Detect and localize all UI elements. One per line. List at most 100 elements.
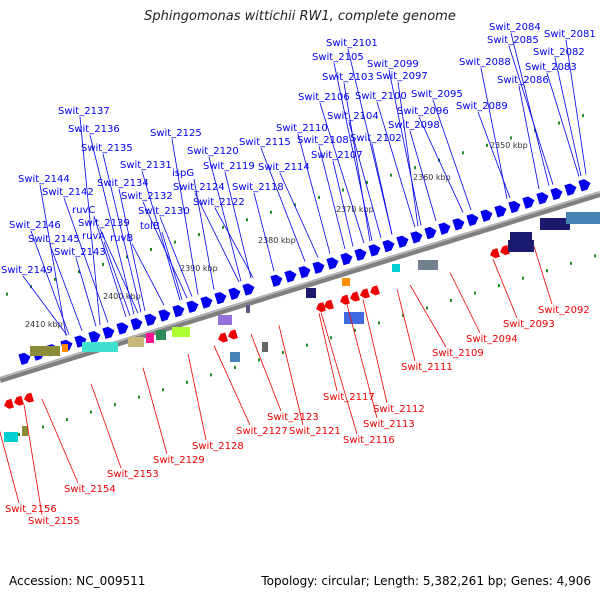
forward-gene-arrow-shape — [508, 200, 521, 214]
forward-gene-label: ruvA — [82, 231, 105, 242]
kbp-tick-upper — [342, 188, 344, 192]
reverse-gene-label: Swit_2123 — [267, 412, 319, 423]
gene-feature-box — [172, 327, 190, 337]
forward-leader-line — [418, 116, 464, 213]
forward-gene-arrow — [172, 305, 185, 318]
forward-gene-arrow — [550, 187, 563, 201]
forward-leader-line — [554, 57, 582, 176]
forward-gene-arrow-shape — [312, 261, 325, 274]
forward-leader-line — [508, 45, 554, 185]
forward-gene-arrow-shape — [438, 222, 451, 235]
forward-gene-label: Swit_2086 — [497, 75, 549, 86]
forward-leader-line — [546, 72, 580, 177]
reverse-leader-line — [41, 398, 79, 484]
reverse-leader-line — [320, 312, 358, 435]
forward-gene-arrow — [312, 261, 325, 274]
kbp-tick-lower — [474, 291, 476, 295]
forward-gene-arrow-shape — [424, 226, 437, 240]
forward-gene-arrow — [340, 252, 353, 266]
forward-leader-line — [30, 230, 70, 335]
gene-feature-box — [246, 305, 250, 313]
forward-gene-arrow — [494, 205, 507, 218]
forward-leader-line — [131, 243, 165, 306]
forward-gene-label: Swit_2119 — [203, 161, 255, 172]
forward-gene-arrow — [382, 239, 395, 253]
reverse-leader-line — [278, 325, 304, 426]
forward-gene-label: Swit_2139 — [78, 218, 130, 229]
gene-feature-box — [306, 288, 316, 298]
kbp-tick-lower — [162, 388, 164, 392]
forward-gene-arrow-shape — [480, 209, 493, 222]
forward-leader-line — [518, 85, 540, 189]
forward-gene-arrow-shape — [396, 235, 409, 248]
forward-leader-line — [141, 170, 181, 301]
kbp-tick-lower — [258, 358, 260, 362]
reverse-gene-arrow — [370, 285, 380, 296]
reverse-gene-arrow-shape — [24, 392, 34, 403]
forward-gene-arrow-shape — [158, 309, 171, 322]
forward-gene-arrow-shape — [130, 318, 143, 331]
kbp-tick-lower — [354, 328, 356, 332]
reverse-leader-line — [346, 304, 378, 419]
reverse-gene-label: Swit_2155 — [28, 516, 80, 527]
forward-gene-arrow — [242, 283, 255, 296]
forward-gene-arrow-shape — [368, 244, 381, 257]
topology-summary: Topology: circular; Length: 5,382,261 bp… — [261, 574, 591, 588]
forward-leader-line — [99, 228, 139, 314]
forward-gene-arrow — [186, 300, 199, 313]
forward-gene-arrow — [228, 287, 241, 300]
forward-gene-arrow — [480, 209, 493, 222]
forward-leader-line — [142, 201, 188, 299]
forward-gene-arrow — [522, 196, 535, 209]
forward-gene-label: Swit_2088 — [459, 57, 511, 68]
forward-leader-line — [297, 133, 331, 254]
forward-leader-line — [376, 101, 416, 228]
reverse-leader-line — [409, 284, 447, 348]
forward-leader-line — [193, 178, 215, 290]
reverse-gene-arrow — [350, 291, 360, 302]
gene-feature-box — [146, 333, 154, 343]
kbp-tick-lower — [90, 410, 92, 414]
gene-feature-box — [566, 212, 600, 224]
forward-gene-arrow-shape — [144, 313, 157, 326]
forward-leader-line — [171, 138, 199, 295]
reverse-leader-line — [0, 430, 20, 504]
kbp-tick-upper — [222, 225, 224, 229]
forward-gene-label: Swit_2108 — [297, 135, 349, 146]
reverse-gene-label: Swit_2127 — [236, 426, 288, 437]
kbp-tick-upper — [558, 121, 560, 125]
forward-gene-arrow-shape — [466, 213, 479, 227]
gene-feature-box — [82, 342, 118, 352]
forward-leader-line — [103, 241, 131, 316]
gene-feature-box — [342, 278, 350, 286]
forward-gene-label: ruvB — [110, 233, 133, 244]
gene-feature-box — [218, 315, 232, 325]
kbp-tick-upper — [318, 195, 320, 199]
gene-feature-box — [392, 264, 400, 272]
forward-gene-arrow-shape — [536, 192, 549, 205]
forward-gene-label: tolB — [140, 221, 160, 232]
reverse-gene-arrow — [24, 392, 34, 403]
kbp-tick-upper — [486, 143, 488, 147]
forward-gene-label: Swit_2122 — [193, 197, 245, 208]
kbp-tick-upper — [390, 173, 392, 177]
reverse-leader-line — [90, 383, 122, 469]
kbp-tick-upper — [126, 255, 128, 259]
kbp-tick-upper — [198, 233, 200, 237]
kbp-tick-upper — [78, 270, 80, 274]
forward-leader-line — [371, 143, 393, 235]
forward-leader-line — [102, 153, 142, 313]
forward-leader-line — [480, 67, 508, 199]
forward-leader-line — [477, 111, 511, 199]
kbp-tick-upper — [414, 166, 416, 170]
forward-leader-line — [118, 188, 146, 312]
kbp-tick-lower — [186, 380, 188, 384]
forward-gene-label: Swit_2102 — [350, 133, 402, 144]
kbp-label: 2410 kbp — [25, 320, 63, 329]
forward-gene-label: Swit_2100 — [355, 91, 407, 102]
forward-leader-line — [318, 145, 346, 250]
reverse-gene-arrow-shape — [340, 294, 350, 305]
kbp-label: 2350 kbp — [490, 141, 528, 150]
